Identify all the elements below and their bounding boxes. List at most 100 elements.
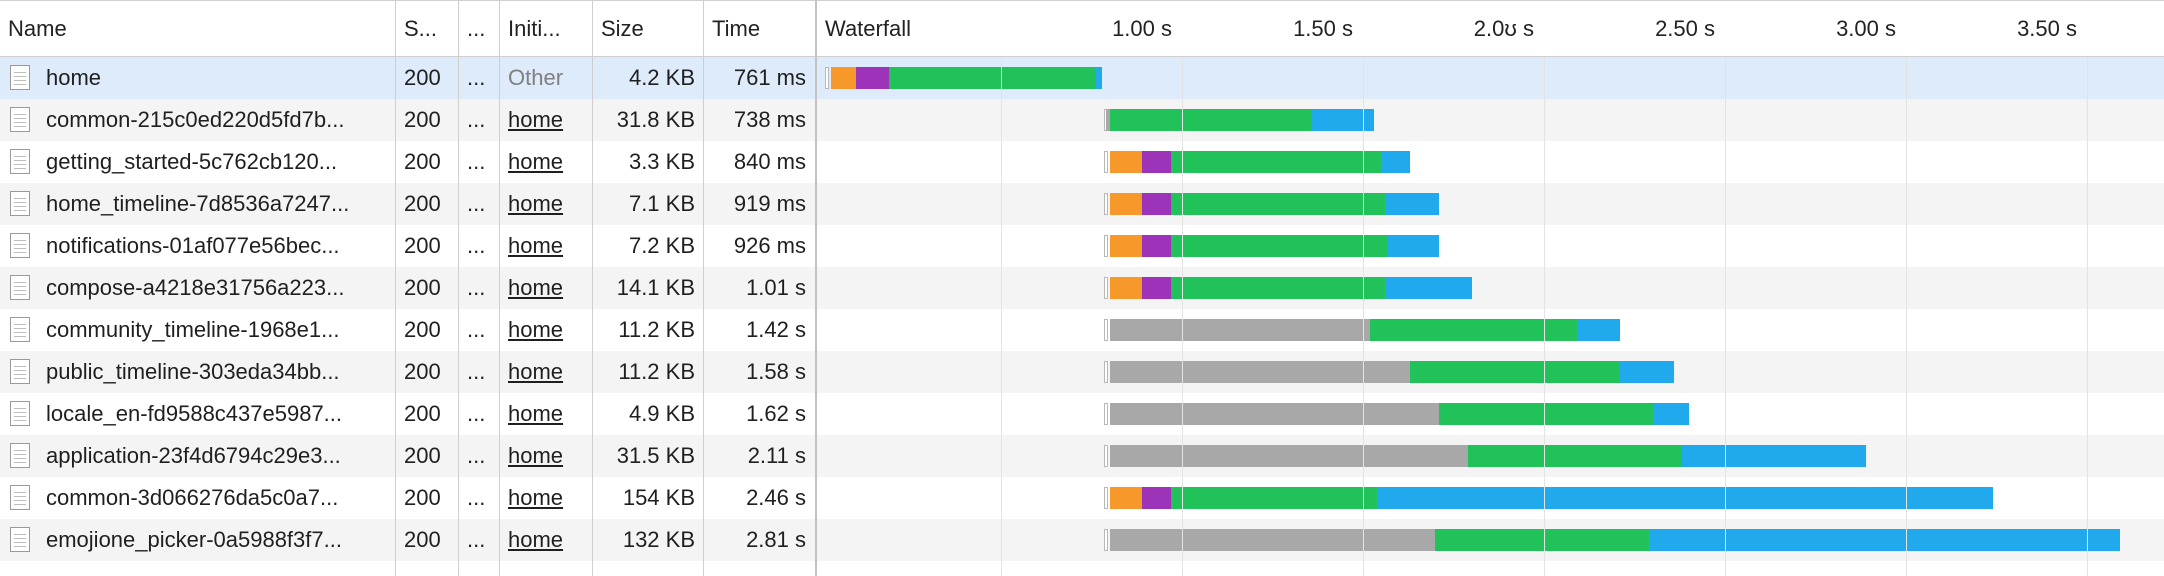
table-row[interactable]: compose-a4218e31756a223... 200... home 14.1… xyxy=(0,267,2164,309)
request-size: 11.2 KB xyxy=(618,359,695,384)
waterfall-download-segment[interactable] xyxy=(1312,109,1374,131)
request-time: 840 ms xyxy=(733,149,806,174)
waterfall-stall-segment[interactable] xyxy=(1105,109,1110,131)
column-header-type[interactable]: ... xyxy=(467,16,486,41)
waterfall-stall-segment[interactable] xyxy=(1109,403,1439,425)
waterfall-ssl-segment[interactable] xyxy=(1142,487,1172,509)
document-icon xyxy=(10,485,30,510)
waterfall-ssl-segment[interactable] xyxy=(1142,277,1172,299)
request-initiator[interactable]: home xyxy=(508,275,564,300)
request-initiator[interactable]: home xyxy=(508,443,564,468)
request-initiator[interactable]: home xyxy=(508,191,564,216)
waterfall-stall-segment[interactable] xyxy=(1109,529,1436,551)
column-divider[interactable] xyxy=(458,0,459,576)
waterfall-ttfb-segment[interactable] xyxy=(1171,235,1389,257)
table-row[interactable]: emojione_picker-0a5988f3f7... 200... home 1… xyxy=(0,519,2164,561)
waterfall-ssl-segment[interactable] xyxy=(1142,151,1172,173)
waterfall-ttfb-segment[interactable] xyxy=(1410,361,1620,383)
request-initiator[interactable]: home xyxy=(508,527,564,552)
waterfall-stall-segment[interactable] xyxy=(1109,319,1371,341)
request-size: 4.2 KB xyxy=(628,65,695,90)
waterfall-connect-segment[interactable] xyxy=(1109,193,1143,215)
waterfall-ssl-segment[interactable] xyxy=(1142,193,1172,215)
request-initiator[interactable]: home xyxy=(508,107,564,132)
waterfall-ttfb-segment[interactable] xyxy=(1171,277,1385,299)
waterfall-download-segment[interactable] xyxy=(1576,319,1621,341)
waterfall-ttfb-segment[interactable] xyxy=(1171,151,1382,173)
waterfall-ttfb-segment[interactable] xyxy=(1439,403,1653,425)
waterfall-download-segment[interactable] xyxy=(1384,277,1472,299)
table-row[interactable]: application-23f4d6794c29e3... 200... home 3… xyxy=(0,435,2164,477)
timeline-gridline xyxy=(1182,57,1183,576)
timeline-tick-label: 2.0ʊ s xyxy=(1473,16,1534,41)
column-divider[interactable] xyxy=(395,0,396,576)
request-size: 4.9 KB xyxy=(628,401,695,426)
waterfall-ssl-segment[interactable] xyxy=(1142,235,1172,257)
document-icon xyxy=(10,401,30,426)
waterfall-stall-segment[interactable] xyxy=(1109,445,1468,467)
waterfall-connect-segment[interactable] xyxy=(830,67,857,89)
waterfall-download-segment[interactable] xyxy=(1648,529,2120,551)
request-initiator[interactable]: home xyxy=(508,233,564,258)
column-header-initiator[interactable]: Initi... xyxy=(508,16,561,41)
request-initiator[interactable]: home xyxy=(508,149,564,174)
column-header-size[interactable]: Size xyxy=(601,16,644,41)
waterfall-connect-segment[interactable] xyxy=(1109,487,1143,509)
waterfall-download-segment[interactable] xyxy=(1384,193,1440,215)
request-status: 200 xyxy=(404,107,441,132)
request-initiator[interactable]: home xyxy=(508,401,564,426)
timeline-tick-label: 3.50 s xyxy=(2017,16,2077,41)
waterfall-stall-segment[interactable] xyxy=(1109,361,1411,383)
waterfall-connect-segment[interactable] xyxy=(1109,151,1143,173)
table-row[interactable]: community_timeline-1968e1... 200... home 11… xyxy=(0,309,2164,351)
table-row[interactable]: public_timeline-303eda34bb... 200... home 1… xyxy=(0,351,2164,393)
waterfall-ttfb-segment[interactable] xyxy=(1467,445,1682,467)
waterfall-ttfb-segment[interactable] xyxy=(1435,529,1649,551)
table-row[interactable]: home 200... Other 4.2 KB 761 ms xyxy=(0,57,2164,99)
waterfall-queue-segment xyxy=(1103,487,1108,509)
column-header-name[interactable]: Name xyxy=(8,16,67,41)
waterfall-ttfb-segment[interactable] xyxy=(1370,319,1577,341)
waterfall-ssl-segment[interactable] xyxy=(856,67,889,89)
column-divider[interactable] xyxy=(703,0,704,576)
waterfall-download-segment[interactable] xyxy=(1388,235,1439,257)
request-initiator[interactable]: home xyxy=(508,317,564,342)
waterfall-download-segment[interactable] xyxy=(1381,151,1411,173)
column-header-waterfall[interactable]: Waterfall xyxy=(825,16,911,41)
request-name: home_timeline-7d8536a7247... xyxy=(46,191,350,216)
table-row[interactable]: locale_en-fd9588c437e5987... 200... home 4.… xyxy=(0,393,2164,435)
waterfall-ttfb-segment[interactable] xyxy=(1171,193,1385,215)
waterfall-ttfb-segment[interactable] xyxy=(1171,487,1378,509)
table-row[interactable]: notifications-01af077e56bec... 200... home… xyxy=(0,225,2164,267)
document-icon xyxy=(10,359,30,384)
request-time: 1.42 s xyxy=(746,317,806,342)
request-initiator[interactable]: home xyxy=(508,359,564,384)
request-initiator[interactable]: home xyxy=(508,485,564,510)
request-size: 3.3 KB xyxy=(628,149,695,174)
waterfall-download-segment[interactable] xyxy=(1620,361,1675,383)
request-time: 919 ms xyxy=(733,191,806,216)
waterfall-connect-segment[interactable] xyxy=(1109,277,1143,299)
column-header-status[interactable]: S... xyxy=(404,16,438,41)
waterfall-download-segment[interactable] xyxy=(1377,487,1993,509)
table-row[interactable]: common-3d066276da5c0a7... 200... home 154 K… xyxy=(0,477,2164,519)
column-divider[interactable] xyxy=(592,0,593,576)
table-row[interactable]: common-215c0ed220d5fd7b... 200... home 31.8… xyxy=(0,99,2164,141)
request-time: 2.11 s xyxy=(747,443,806,468)
waterfall-download-segment[interactable] xyxy=(1652,403,1689,425)
waterfall-divider[interactable] xyxy=(815,0,817,576)
request-time: 761 ms xyxy=(733,65,806,90)
waterfall-ttfb-segment[interactable] xyxy=(888,67,1096,89)
table-row[interactable]: getting_started-5c762cb120... 200... home 3… xyxy=(0,141,2164,183)
request-status: 200 xyxy=(404,443,441,468)
timeline-tick-label: 1.50 s xyxy=(1293,16,1353,41)
column-divider[interactable] xyxy=(499,0,500,576)
table-row[interactable]: home_timeline-7d8536a7247... 200... home 7.… xyxy=(0,183,2164,225)
waterfall-download-segment[interactable] xyxy=(1681,445,1867,467)
waterfall-connect-segment[interactable] xyxy=(1109,235,1143,257)
waterfall-ttfb-segment[interactable] xyxy=(1109,109,1313,131)
waterfall-download-segment[interactable] xyxy=(1095,67,1103,89)
column-header-time[interactable]: Time xyxy=(712,16,761,41)
waterfall-queue-segment xyxy=(1103,529,1108,551)
request-size: 31.8 KB xyxy=(616,107,695,132)
